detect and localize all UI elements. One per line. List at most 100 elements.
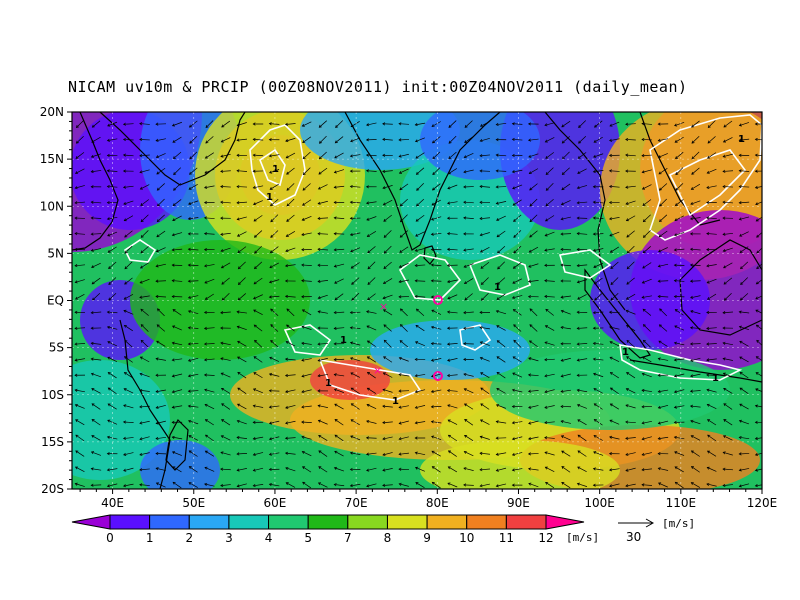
wind-vector [690, 310, 701, 315]
wind-vector [155, 436, 167, 440]
wind-vector [91, 419, 101, 426]
wind-vector [171, 435, 183, 440]
wind-vector [221, 419, 231, 426]
wind-vector [706, 482, 717, 487]
wind-vector [74, 279, 85, 284]
wind-vector [593, 451, 604, 456]
wind-vector [203, 232, 215, 236]
wind-vector [754, 452, 762, 456]
reference-value: 30 [626, 530, 641, 544]
wind-vector [382, 153, 393, 157]
wind-vector [301, 341, 312, 345]
wind-vector [529, 198, 538, 207]
wind-vector [657, 373, 669, 377]
wind-vector [560, 200, 571, 206]
wind-vector [723, 277, 733, 285]
wind-vector [722, 169, 734, 173]
wind-vector [90, 169, 102, 174]
wind-vector [350, 387, 360, 394]
wind-vector [91, 262, 101, 269]
speed-patch [420, 440, 620, 489]
wind-vector [675, 151, 684, 160]
wind-vector [398, 452, 410, 456]
wind-vector [187, 279, 199, 283]
wind-vector [480, 261, 490, 269]
wind-vector [479, 451, 491, 455]
wind-vector [706, 264, 717, 268]
wind-vector [414, 389, 426, 394]
wind-vector [673, 294, 685, 299]
colorbar-segment [426, 514, 468, 530]
wind-vector [673, 232, 685, 237]
wind-vector [609, 246, 620, 253]
speed-patch [72, 360, 170, 480]
wind-vector [754, 122, 762, 126]
wind-vector [123, 309, 134, 315]
wind-vector [690, 357, 701, 362]
wind-vector [415, 482, 425, 488]
wind-vector [317, 326, 329, 330]
wind-vector [220, 262, 231, 269]
colorbar-tick-label: 8 [384, 531, 392, 545]
wind-vector [139, 278, 150, 284]
wind-vector [722, 435, 733, 441]
wind-vector [301, 309, 312, 316]
wind-vector [689, 279, 701, 283]
wind-vector [511, 404, 523, 409]
wind-vector [754, 436, 762, 441]
wind-vector [334, 403, 344, 410]
wind-vector [204, 434, 214, 442]
wind-vector [738, 468, 750, 472]
wind-vector [625, 483, 636, 488]
wind-vector [268, 483, 280, 487]
wind-vector [754, 169, 762, 173]
wind-vector [333, 373, 345, 377]
contour-label: 1 [392, 396, 399, 407]
wind-vector [722, 137, 733, 143]
wind-vector [74, 247, 86, 252]
wind-vector [722, 341, 733, 346]
lon-axis-labels: 40E 50E 60E 70E 80E 90E 100E 110E 120E [101, 496, 777, 510]
wind-vector [301, 121, 312, 127]
wind-vector [544, 231, 555, 237]
wind-vector [496, 371, 506, 379]
wind-vector [722, 372, 733, 378]
wind-vector [576, 247, 588, 252]
lat-label: 15S [41, 435, 64, 449]
wind-vector [349, 169, 361, 173]
wind-vector [593, 435, 603, 441]
wind-vector [203, 342, 215, 346]
wind-vector [74, 185, 85, 190]
wind-vector [447, 184, 458, 190]
wind-vector [414, 451, 426, 456]
wind-vector [593, 262, 604, 269]
wind-vector [658, 247, 668, 253]
wind-vector [74, 358, 85, 362]
lon-label: 40E [101, 496, 124, 510]
lon-label: 50E [182, 496, 205, 510]
wind-vector [658, 340, 668, 347]
wind-vector [511, 137, 523, 142]
wind-vector [609, 435, 620, 440]
wind-vector [430, 263, 442, 267]
wind-vector [301, 389, 312, 394]
wind-vector [268, 452, 280, 456]
wind-vector [577, 466, 587, 473]
wind-vector [447, 419, 458, 425]
wind-vector [318, 167, 328, 175]
wind-vector [188, 466, 198, 473]
wind-vector [156, 340, 166, 347]
wind-vector [75, 419, 85, 426]
wind-vector [366, 340, 376, 347]
wind-vector [106, 184, 118, 189]
wind-vector [416, 198, 425, 207]
wind-vector [447, 466, 458, 473]
wind-vector [576, 232, 588, 236]
wind-vector [366, 122, 377, 127]
wind-vector [366, 216, 377, 221]
wind-vector [544, 137, 555, 143]
wind-vector [301, 420, 312, 424]
wind-vector [155, 279, 167, 283]
wind-vector [90, 185, 102, 189]
wind-vector [139, 420, 150, 425]
